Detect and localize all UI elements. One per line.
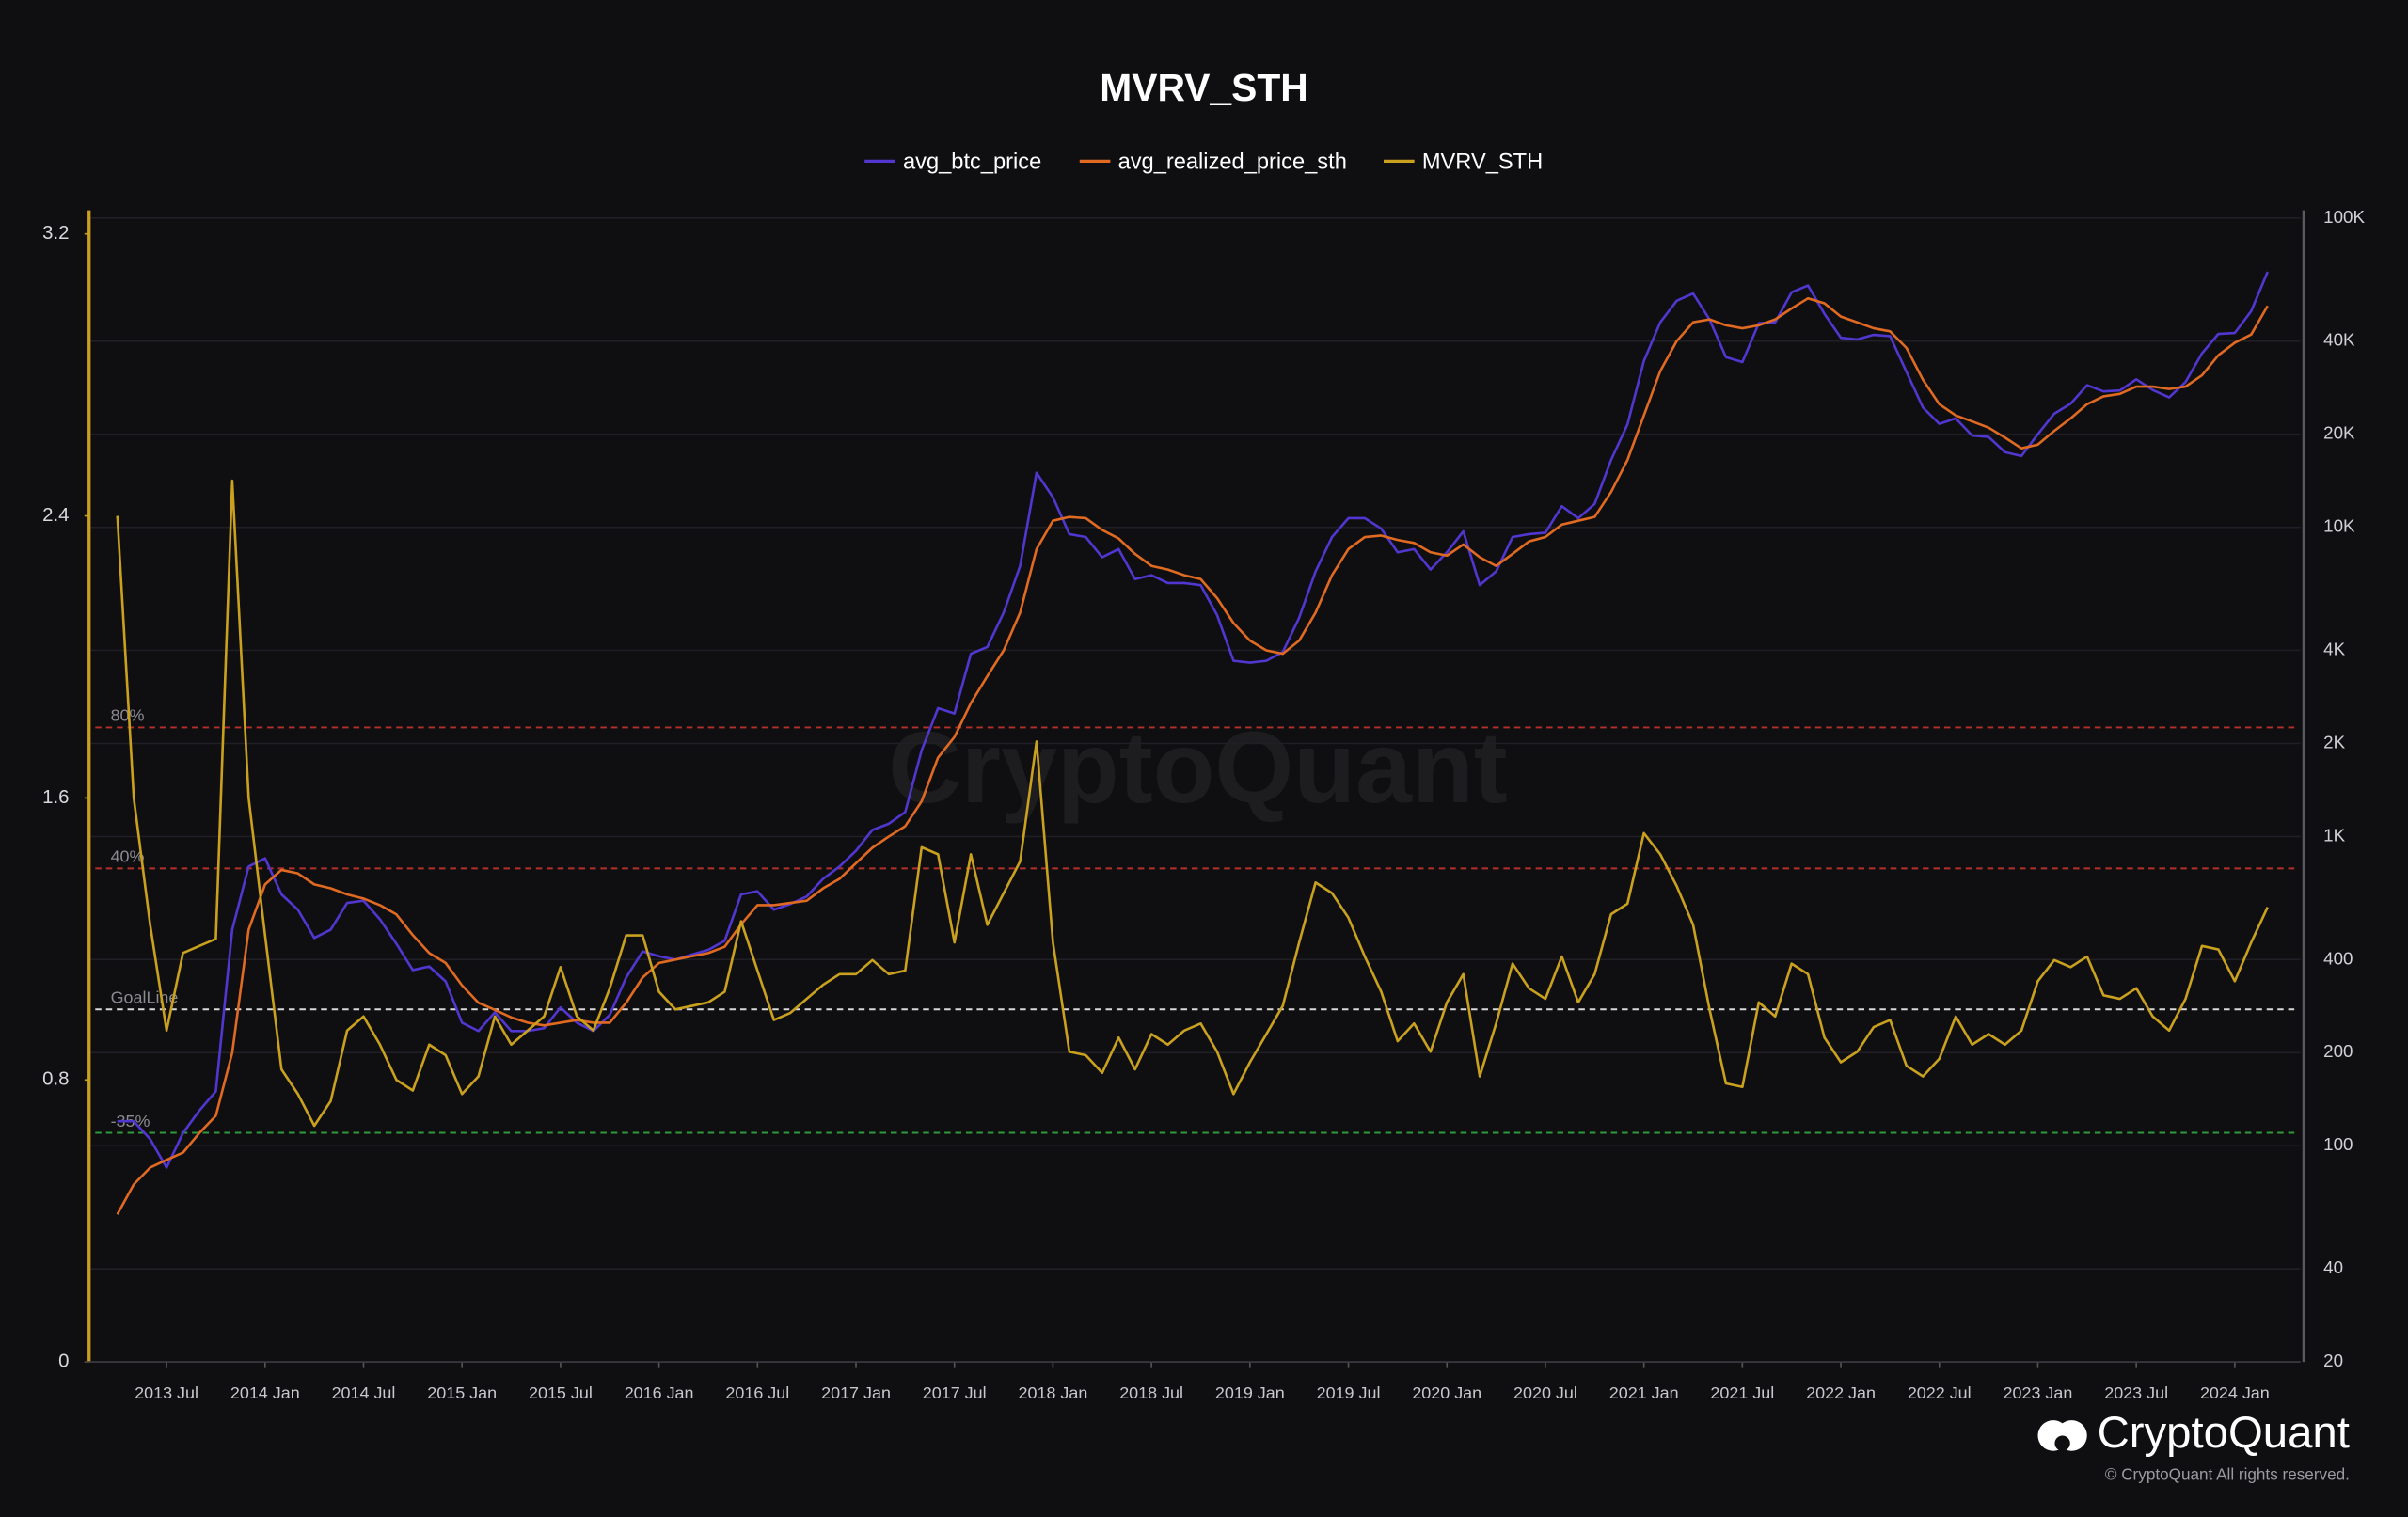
chart-title: MVRV_STH xyxy=(1100,66,1307,109)
reference-label: GoalLine xyxy=(111,988,179,1007)
x-tick-label: 2019 Jan xyxy=(1215,1383,1285,1402)
y2-tick-label: 20 xyxy=(2323,1351,2343,1370)
x-tick-label: 2024 Jan xyxy=(2200,1383,2270,1402)
legend-label: avg_realized_price_sth xyxy=(1118,150,1347,174)
series-line xyxy=(116,296,2269,1215)
x-tick-label: 2017 Jan xyxy=(821,1383,891,1402)
copyright: © CryptoQuant All rights reserved. xyxy=(2105,1464,2350,1483)
x-tick-label: 2016 Jan xyxy=(625,1383,694,1402)
x-tick-label: 2015 Jul xyxy=(529,1383,593,1402)
series-line xyxy=(116,479,2269,1128)
x-tick-label: 2022 Jul xyxy=(1908,1383,1972,1402)
y2-tick-label: 10K xyxy=(2323,516,2355,536)
y-tick-label: 3.2 xyxy=(42,223,69,244)
x-tick-label: 2014 Jan xyxy=(230,1383,300,1402)
y-tick-label: 0.8 xyxy=(42,1069,69,1090)
x-tick-label: 2016 Jul xyxy=(725,1383,789,1402)
y2-tick-label: 400 xyxy=(2323,948,2353,968)
y-tick-label: 2.4 xyxy=(42,505,69,526)
y2-tick-label: 1K xyxy=(2323,825,2345,845)
x-tick-label: 2023 Jul xyxy=(2104,1383,2168,1402)
y-tick-label: 0 xyxy=(58,1351,69,1371)
series-line xyxy=(117,271,2269,1169)
y2-tick-label: 100 xyxy=(2323,1134,2353,1154)
x-tick-label: 2022 Jan xyxy=(1806,1383,1876,1402)
x-tick-label: 2014 Jul xyxy=(332,1383,396,1402)
x-tick-label: 2020 Jan xyxy=(1412,1383,1481,1402)
y2-tick-label: 100K xyxy=(2323,207,2365,227)
plot-area xyxy=(116,271,2269,1215)
reference-label: 80% xyxy=(111,706,145,725)
x-tick-label: 2015 Jan xyxy=(427,1383,497,1402)
x-tick-label: 2020 Jul xyxy=(1513,1383,1577,1402)
watermark: CryptoQuant xyxy=(888,710,1507,824)
grid xyxy=(88,217,2301,1363)
y2-tick-label: 40 xyxy=(2323,1257,2343,1277)
x-tick-label: 2019 Jul xyxy=(1317,1383,1381,1402)
x-tick-label: 2013 Jul xyxy=(135,1383,198,1402)
legend-label: avg_btc_price xyxy=(903,150,1041,174)
y2-tick-label: 40K xyxy=(2323,330,2355,350)
y2-tick-label: 2K xyxy=(2323,732,2345,751)
logo-mark xyxy=(2054,1435,2070,1451)
x-tick-label: 2018 Jan xyxy=(1019,1383,1088,1402)
brand-logo xyxy=(2037,1420,2087,1451)
y2-tick-label: 4K xyxy=(2323,639,2345,658)
y2-tick-label: 20K xyxy=(2323,423,2355,443)
x-tick-label: 2023 Jan xyxy=(2004,1383,2073,1402)
y-tick-label: 1.6 xyxy=(42,787,69,808)
legend: avg_btc_price avg_realized_price_sth MVRV_… xyxy=(864,150,1543,174)
x-tick-label: 2018 Jul xyxy=(1119,1383,1183,1402)
x-tick-label: 2021 Jan xyxy=(1609,1383,1679,1402)
y2-tick-label: 200 xyxy=(2323,1041,2353,1061)
legend-label: MVRV_STH xyxy=(1422,150,1543,174)
reference-label: 40% xyxy=(111,847,145,866)
x-tick-label: 2021 Jul xyxy=(1710,1383,1774,1402)
axes: 20 40 100 200 400 1K 2K 4K 10K 20K 40K 100K 0 0.8 1.6 2… xyxy=(42,207,2365,1402)
x-tick-label: 2017 Jul xyxy=(923,1383,987,1402)
brand: CryptoQuant xyxy=(2098,1408,2350,1458)
